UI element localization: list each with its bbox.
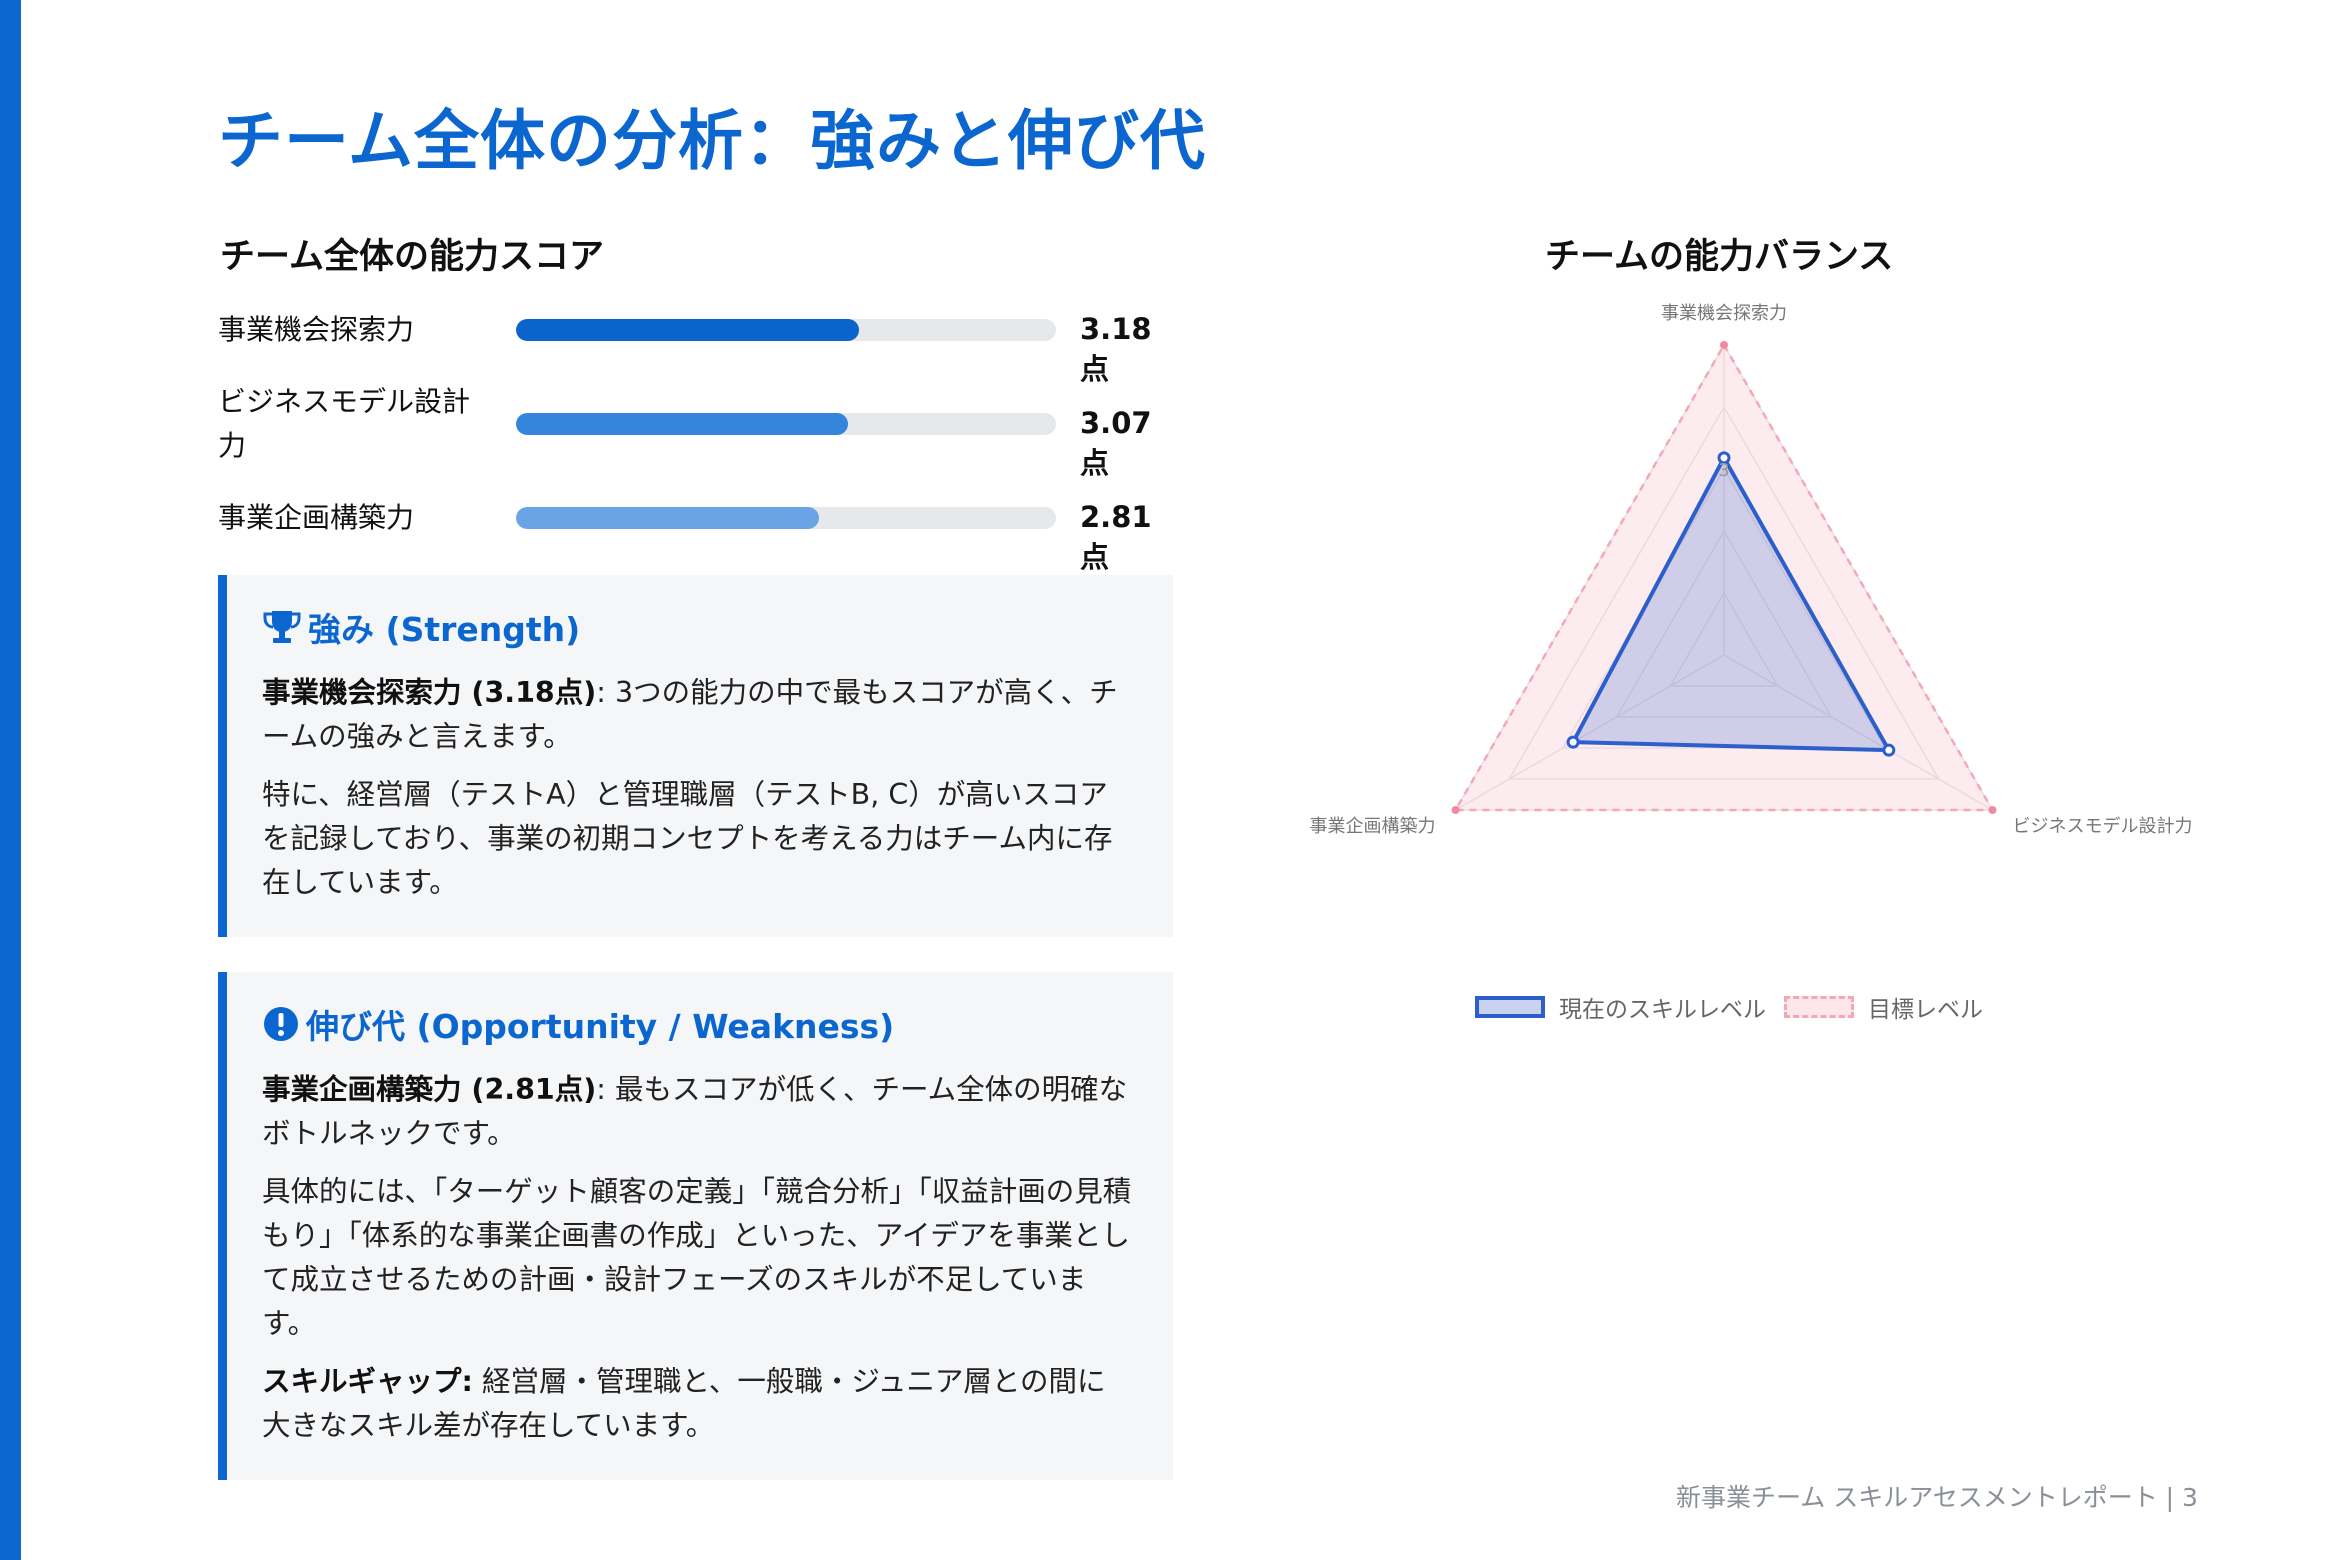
- radar-section-title: チームの能力バランス: [1545, 237, 1894, 277]
- trophy-icon: [263, 611, 301, 643]
- radar-point-current: [1717, 451, 1731, 465]
- score-bar-track: [516, 413, 1056, 435]
- radar-spoke: [1455, 654, 1725, 811]
- strength-card-header: 強み (Strength): [262, 603, 1133, 651]
- strength-card-title: 強み (Strength): [308, 610, 581, 649]
- legend-item-target[interactable]: 目標レベル: [1784, 990, 1983, 1024]
- scores-section-title: チーム全体の能力スコア: [220, 237, 604, 277]
- exclamation-circle-icon: [264, 1007, 298, 1041]
- strength-card: 強み (Strength) 事業機会探索力 (3.18点): 3つの能力の中で最…: [218, 575, 1173, 937]
- legend-label-target: 目標レベル: [1868, 997, 1983, 1023]
- radar-point-target: [1720, 341, 1728, 349]
- strength-paragraph-2: 特に、経営層（テストA）と管理職層（テストB, C）が高いスコアを記録しており、…: [262, 778, 1113, 899]
- score-label: 事業企画構築力: [218, 501, 415, 534]
- chart-legend: 現在のスキルレベル 目標レベル: [1475, 990, 2001, 1024]
- radar-axis-label: 事業企画構築力: [1310, 816, 1436, 837]
- score-row: 事業機会探索力 3.18点: [218, 308, 1178, 386]
- score-bar-track: [516, 507, 1056, 529]
- score-row: 事業企画構築力 2.81点: [218, 496, 1178, 574]
- radar-axis-label: ビジネスモデル設計力: [2012, 816, 2192, 837]
- legend-swatch-target: [1784, 996, 1854, 1018]
- weakness-text-1: : 最もスコアが低く、チーム全体の明確なボトルネックです。: [262, 1073, 1128, 1150]
- radar-spoke: [1723, 654, 1993, 811]
- score-label: ビジネスモデル設計力: [218, 385, 471, 462]
- weakness-text-3: 経営層・管理職と、一般職・ジュニア層との間に大きなスキル差が存在しています。: [262, 1365, 1106, 1442]
- strength-text-1: : 3つの能力の中で最もスコアが高く、チームの強みと言えます。: [262, 676, 1118, 753]
- legend-item-current[interactable]: 現在のスキルレベル: [1475, 990, 1766, 1024]
- radar-tick-label: 3: [1718, 460, 1729, 481]
- score-bar-fill: [516, 507, 820, 529]
- page-footer: 新事業チーム スキルアセスメントレポート | 3: [1676, 1483, 2198, 1512]
- strength-highlight: 事業機会探索力 (3.18点): [262, 676, 597, 709]
- weakness-card: 伸び代 (Opportunity / Weakness) 事業企画構築力 (2.…: [218, 972, 1173, 1480]
- radar-grid-ring: [1507, 405, 1941, 780]
- score-bar-fill: [516, 413, 848, 435]
- radar-series-current: [1571, 455, 1891, 753]
- radar-point-current: [1882, 743, 1896, 757]
- weakness-paragraph-2: 具体的には、「ターゲット顧客の定義」「競合分析」「収益計画の見積もり」「体系的な…: [262, 1175, 1132, 1340]
- legend-label-current: 現在のスキルレベル: [1559, 997, 1766, 1023]
- radar-axis-label: 事業機会探索力: [1661, 303, 1787, 324]
- legend-swatch-current: [1475, 996, 1545, 1018]
- radar-grid-ring: [1669, 591, 1779, 687]
- page-title: チーム全体の分析：強みと伸び代: [218, 104, 1207, 179]
- weakness-card-header: 伸び代 (Opportunity / Weakness): [262, 1000, 1133, 1048]
- weakness-paragraph-3: スキルギャップ: 経営層・管理職と、一般職・ジュニア層との間に大きなスキル差が存…: [262, 1360, 1133, 1448]
- weakness-paragraph-1: 事業企画構築力 (2.81点): 最もスコアが低く、チーム全体の明確なボトルネッ…: [262, 1068, 1133, 1156]
- radar-point-current: [1566, 735, 1580, 749]
- left-accent-bar: [0, 0, 21, 1560]
- score-value: 2.81点: [1080, 500, 1152, 574]
- radar-point-target: [1451, 806, 1460, 814]
- radar-point-target: [1988, 806, 1997, 814]
- weakness-card-title: 伸び代 (Opportunity / Weakness): [306, 1007, 895, 1046]
- score-bar-fill: [516, 319, 860, 341]
- score-label: 事業機会探索力: [218, 313, 415, 346]
- score-value: 3.18点: [1080, 312, 1152, 386]
- score-value: 3.07点: [1080, 406, 1152, 480]
- score-bar-track: [516, 319, 1056, 341]
- skill-gap-label: スキルギャップ:: [262, 1365, 473, 1398]
- weakness-highlight: 事業企画構築力 (2.81点): [262, 1073, 597, 1106]
- score-row: ビジネスモデル設計力 3.07点: [218, 380, 1178, 480]
- radar-grid-ring: [1615, 529, 1833, 718]
- strength-paragraph-1: 事業機会探索力 (3.18点): 3つの能力の中で最もスコアが高く、チームの強み…: [262, 671, 1133, 759]
